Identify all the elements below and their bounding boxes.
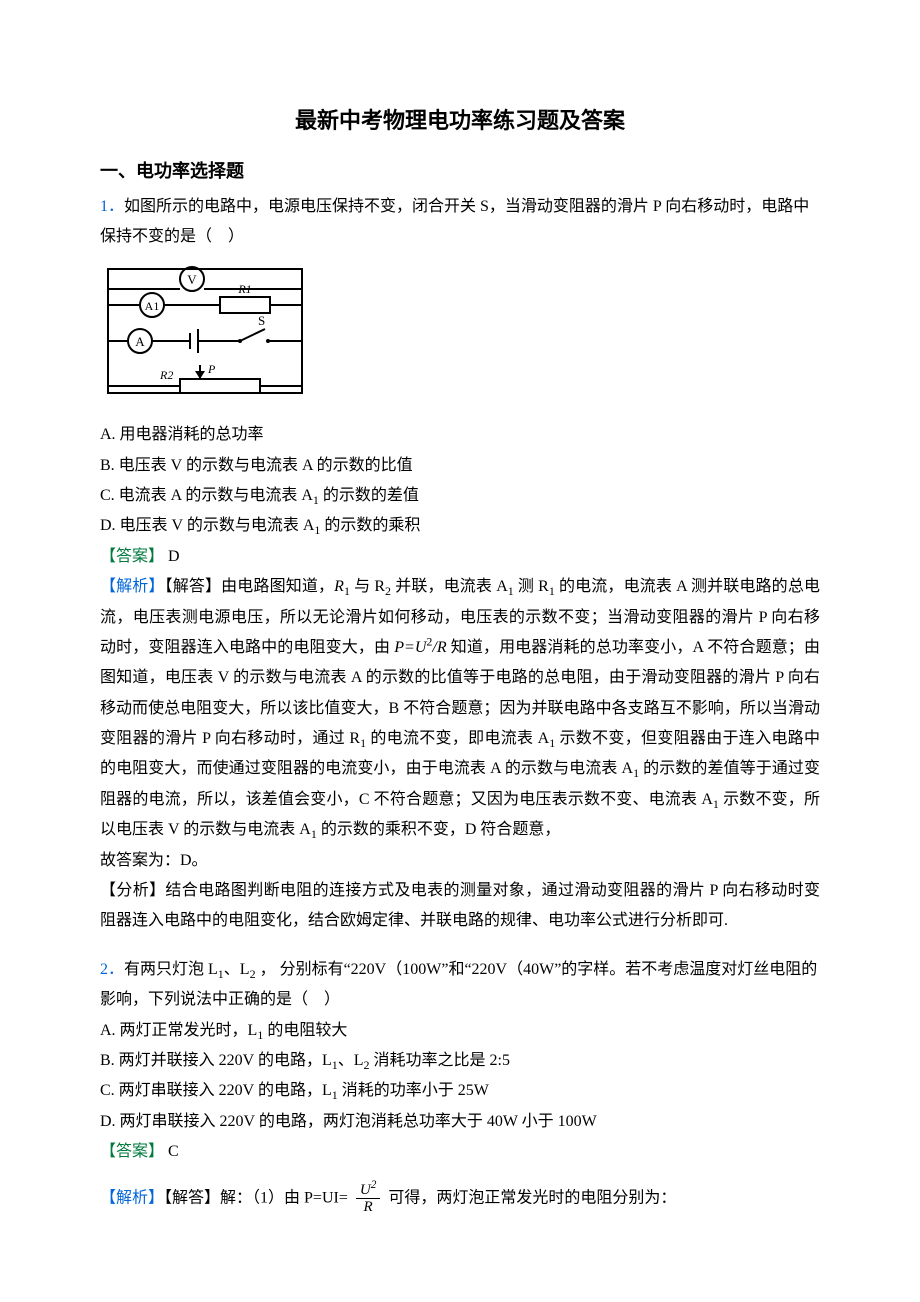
q1-option-c: C. 电流表 A 的示数与电流表 A1 的示数的差值	[100, 481, 820, 511]
analysis-label: 【解析】	[100, 1189, 164, 1206]
q1-option-d: D. 电压表 V 的示数与电流表 A1 的示数的乘积	[100, 511, 820, 541]
q2-option-c: C. 两灯串联接入 220V 的电路，L1 消耗的功率小于 25W	[100, 1076, 820, 1106]
q1-option-a: A. 用电器消耗的总功率	[100, 420, 820, 450]
q1-circuit-diagram: V A1 R1 A S R2	[100, 261, 820, 412]
q1-option-b: B. 电压表 V 的示数与电流表 A 的示数的比值	[100, 451, 820, 481]
label-p: P	[207, 362, 216, 376]
q1-analysis-tail: 故答案为：D。	[100, 846, 820, 876]
page-title: 最新中考物理电功率练习题及答案	[100, 100, 820, 142]
q1-answer-value: D	[164, 548, 180, 565]
q2-option-a: A. 两灯正常发光时，L1 的电阻较大	[100, 1016, 820, 1046]
analysis-label: 【解析】	[100, 578, 165, 595]
q1-stem: 1．如图所示的电路中，电源电压保持不变，闭合开关 S，当滑动变阻器的滑片 P 向…	[100, 192, 820, 253]
fraction-u2-over-r: U2R	[356, 1182, 380, 1216]
label-r1: R1	[237, 282, 251, 296]
q2-option-d: D. 两灯串联接入 220V 的电路，两灯泡消耗总功率大于 40W 小于 100…	[100, 1107, 820, 1137]
answer-label: 【答案】	[100, 1143, 164, 1160]
spacer	[100, 1168, 820, 1182]
q1-number: 1．	[100, 198, 124, 215]
spacer	[100, 937, 820, 955]
q1-fenxi: 【分析】结合电路图判断电阻的连接方式及电表的测量对象，通过滑动变阻器的滑片 P …	[100, 876, 820, 937]
q1-stem-text: 如图所示的电路中，电源电压保持不变，闭合开关 S，当滑动变阻器的滑片 P 向右移…	[100, 198, 809, 245]
label-r2: R2	[159, 368, 173, 382]
label-v: V	[187, 272, 197, 287]
label-a: A	[135, 334, 145, 349]
label-s: S	[258, 313, 265, 328]
q2-answer-value: C	[164, 1143, 179, 1160]
q2-option-b: B. 两灯并联接入 220V 的电路，L1、L2 消耗功率之比是 2:5	[100, 1046, 820, 1076]
q2-number: 2．	[100, 961, 124, 978]
answer-label: 【答案】	[100, 548, 164, 565]
section-heading: 一、电功率选择题	[100, 154, 820, 188]
page: 最新中考物理电功率练习题及答案 一、电功率选择题 1．如图所示的电路中，电源电压…	[0, 0, 920, 1276]
circuit-svg: V A1 R1 A S R2	[100, 261, 310, 401]
q1-analysis: 【解析】【解答】由电路图知道，R1 与 R2 并联，电流表 A1 测 R1 的电…	[100, 572, 820, 846]
q2-analysis: 【解析】【解答】解：（1）由 P=UI= U2R 可得，两灯泡正常发光时的电阻分…	[100, 1182, 820, 1216]
q2-answer: 【答案】 C	[100, 1137, 820, 1167]
q2-stem: 2．有两只灯泡 L1、L2 ， 分别标有“220V（100W”和“220V（40…	[100, 955, 820, 1016]
q1-answer: 【答案】 D	[100, 542, 820, 572]
label-a1: A1	[145, 299, 160, 313]
